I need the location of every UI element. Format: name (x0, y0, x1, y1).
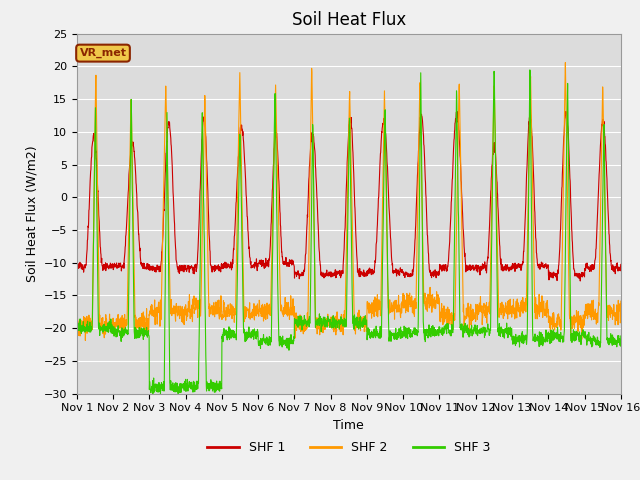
SHF 1 (73, 265, 81, 271)
SHF 3 (365, 332, 372, 338)
SHF 1 (507, 266, 515, 272)
SHF 1 (562, 108, 570, 114)
Legend: SHF 1, SHF 2, SHF 3: SHF 1, SHF 2, SHF 3 (202, 436, 495, 459)
Line: SHF 1: SHF 1 (77, 111, 621, 281)
Line: SHF 3: SHF 3 (77, 70, 621, 394)
Y-axis label: Soil Heat Flux (W/m2): Soil Heat Flux (W/m2) (25, 145, 38, 282)
SHF 2 (584, 307, 592, 312)
SHF 3 (149, 391, 157, 396)
SHF 1 (365, 270, 372, 276)
SHF 2 (507, 310, 515, 316)
SHF 2 (225, 308, 232, 314)
SHF 1 (577, 278, 584, 284)
SHF 2 (617, 298, 625, 304)
SHF 2 (365, 309, 372, 314)
SHF 3 (376, 336, 384, 341)
SHF 3 (225, 325, 232, 331)
Title: Soil Heat Flux: Soil Heat Flux (292, 11, 406, 29)
SHF 3 (73, 321, 81, 327)
SHF 3 (526, 67, 534, 73)
X-axis label: Time: Time (333, 419, 364, 432)
SHF 1 (584, 265, 592, 271)
SHF 1 (617, 262, 625, 267)
SHF 2 (561, 60, 569, 65)
SHF 3 (570, 334, 577, 340)
SHF 2 (570, 314, 577, 320)
SHF 3 (617, 333, 625, 339)
SHF 3 (584, 333, 592, 338)
SHF 2 (81, 337, 89, 343)
Text: VR_met: VR_met (79, 48, 127, 58)
Line: SHF 2: SHF 2 (77, 62, 621, 340)
SHF 2 (376, 313, 384, 319)
SHF 1 (376, 156, 384, 161)
SHF 1 (569, 252, 577, 257)
SHF 1 (225, 263, 232, 269)
SHF 2 (73, 335, 81, 340)
SHF 3 (507, 334, 515, 339)
